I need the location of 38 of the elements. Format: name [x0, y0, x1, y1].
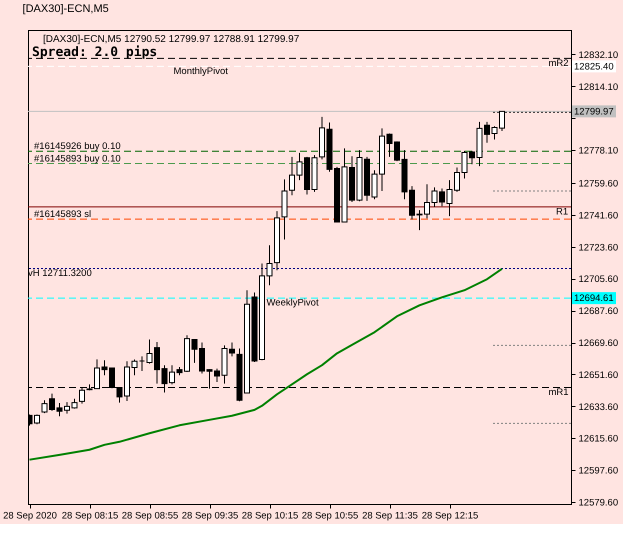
y-tick-label: 12832.10 — [578, 50, 618, 61]
y-tick-label: 12705.60 — [578, 274, 618, 286]
y-tick-label: 12778.10 — [578, 146, 618, 157]
annotation: Spread: 2.0 pips — [32, 45, 158, 60]
annotation: #16145926 buy 0.10 — [34, 140, 121, 152]
annotation: mR1 — [548, 386, 569, 398]
y-tick-label: 12669.60 — [578, 338, 618, 350]
ref-line-label: 12799.97 — [574, 106, 614, 118]
x-tick-label: 28 Sep 12:15 — [422, 510, 478, 522]
y-tick-label: 12814.10 — [578, 82, 618, 93]
y-tick-label: 12615.60 — [578, 434, 618, 445]
annotation: MonthlyPivot — [174, 66, 228, 77]
y-tick-label: 12597.60 — [578, 466, 618, 477]
y-tick-label: 12579.60 — [578, 498, 618, 509]
ref-line-label: 12694.61 — [574, 293, 614, 304]
chart-subtitle: [DAX30]-ECN,M5 12790.52 12799.97 12788.91 12799.97 — [43, 34, 300, 45]
y-tick-label: 12633.60 — [578, 402, 618, 413]
annotation: mR2 — [548, 58, 569, 69]
chart-title: [DAX30]-ECN,M5 — [22, 3, 109, 15]
x-tick-label: 28 Sep 09:35 — [182, 510, 238, 522]
ref-line-label: 12825.40 — [574, 61, 614, 72]
y-tick-label: 12651.60 — [578, 370, 618, 381]
line-series — [28, 268, 503, 461]
annotation: WeeklyPivot — [266, 298, 319, 309]
annotation: #16145893 sl — [34, 209, 92, 220]
x-tick-label: 28 Sep 10:55 — [302, 510, 358, 522]
y-tick-label: 12723.60 — [578, 242, 618, 254]
x-tick-label: 28 Sep 08:15 — [62, 510, 118, 522]
y-tick-label: 12741.60 — [578, 210, 618, 222]
annotation: R1 — [556, 206, 568, 218]
x-tick-label: 28 Sep 10:15 — [242, 510, 298, 522]
x-tick-label: 28 Sep 08:55 — [122, 510, 178, 522]
y-tick-label: 12759.60 — [578, 178, 618, 190]
x-tick-label: 28 Sep 2020 — [3, 510, 57, 522]
y-tick-label: 12687.60 — [578, 306, 618, 318]
x-tick-label: 28 Sep 11:35 — [362, 510, 418, 522]
candlestick — [139, 356, 145, 372]
annotation: #16145893 buy 0.10 — [34, 154, 121, 165]
